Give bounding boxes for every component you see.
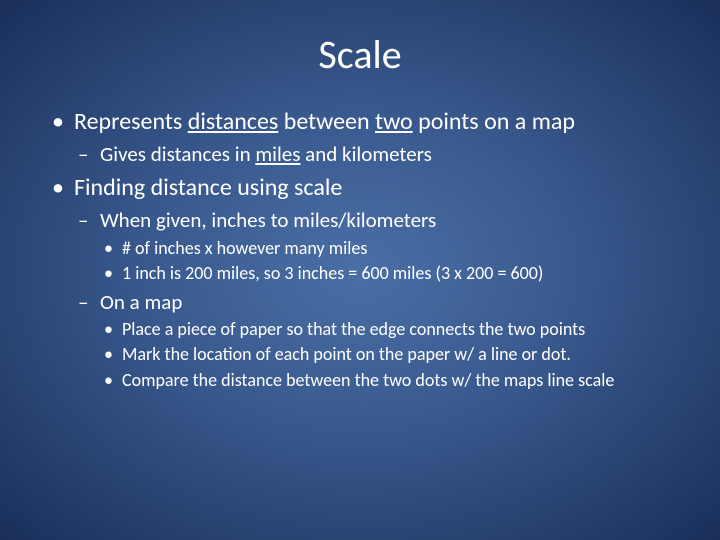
text: points on a map: [413, 107, 575, 136]
text: 1 inch is 200 miles, so 3 inches = 600 m…: [122, 262, 543, 284]
bullet-list: Represents distances between two points …: [50, 107, 670, 391]
bullet-2-2-1: Place a piece of paper so that the edge …: [100, 318, 670, 341]
text: Compare the distance between the two dot…: [122, 369, 614, 391]
sub-list: When given, inches to miles/kilometers #…: [74, 207, 670, 391]
text: between: [278, 107, 375, 136]
bullet-2-1-2: 1 inch is 200 miles, so 3 inches = 600 m…: [100, 262, 670, 285]
text: and kilometers: [300, 141, 431, 167]
sub-list: Gives distances in miles and kilometers: [74, 141, 670, 167]
text: On a map: [100, 289, 182, 315]
bullet-1: Represents distances between two points …: [50, 107, 670, 167]
text: Place a piece of paper so that the edge …: [122, 318, 585, 340]
bullet-2-2-3: Compare the distance between the two dot…: [100, 369, 670, 392]
sub-sub-list: # of inches x however many miles 1 inch …: [100, 237, 670, 285]
bullet-2-2-2: Mark the location of each point on the p…: [100, 343, 670, 366]
bullet-2: Finding distance using scale When given,…: [50, 173, 670, 391]
text: Represents: [74, 107, 188, 136]
underline-text: two: [375, 107, 413, 136]
bullet-2-1: When given, inches to miles/kilometers #…: [74, 207, 670, 284]
text: Mark the location of each point on the p…: [122, 343, 571, 365]
sub-sub-list: Place a piece of paper so that the edge …: [100, 318, 670, 392]
text: # of inches x however many miles: [122, 237, 367, 259]
text: Finding distance using scale: [74, 173, 342, 202]
underline-text: miles: [255, 141, 300, 167]
slide: Scale Represents distances between two p…: [0, 0, 720, 540]
bullet-2-2: On a map Place a piece of paper so that …: [74, 289, 670, 392]
bullet-2-1-1: # of inches x however many miles: [100, 237, 670, 260]
slide-title: Scale: [50, 30, 670, 79]
underline-text: distances: [188, 107, 279, 136]
text: Gives distances in: [100, 141, 255, 167]
text: When given, inches to miles/kilometers: [100, 207, 436, 233]
bullet-1-1: Gives distances in miles and kilometers: [74, 141, 670, 167]
